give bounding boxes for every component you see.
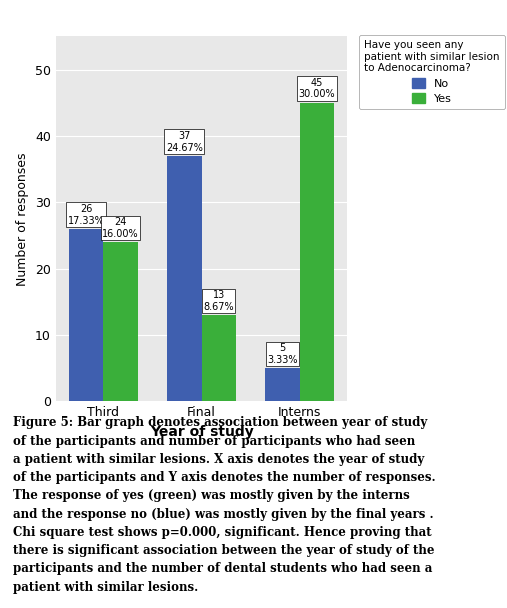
- Text: there is significant association between the year of study of the: there is significant association between…: [13, 544, 434, 557]
- Text: and the response no (blue) was mostly given by the final years .: and the response no (blue) was mostly gi…: [13, 508, 433, 520]
- Text: Figure 5: Bar graph denotes association between year of study: Figure 5: Bar graph denotes association …: [13, 416, 427, 429]
- Y-axis label: Number of responses: Number of responses: [16, 152, 29, 286]
- Text: a patient with similar lesions. X axis denotes the year of study: a patient with similar lesions. X axis d…: [13, 453, 424, 466]
- Text: of the participants and Y axis denotes the number of responses.: of the participants and Y axis denotes t…: [13, 471, 436, 484]
- Bar: [167, 156, 202, 401]
- Text: Chi square test shows p=0.000, significant. Hence proving that: Chi square test shows p=0.000, significa…: [13, 526, 431, 539]
- Text: 37
24.67%: 37 24.67%: [166, 131, 203, 153]
- Legend: No, Yes: No, Yes: [358, 35, 505, 109]
- Bar: [265, 368, 300, 401]
- Text: 13
8.67%: 13 8.67%: [203, 290, 234, 312]
- Text: participants and the number of dental students who had seen a: participants and the number of dental st…: [13, 562, 432, 575]
- Bar: [103, 242, 138, 401]
- Text: of the participants and number of participants who had seen: of the participants and number of partic…: [13, 435, 415, 447]
- Bar: [300, 103, 334, 401]
- Bar: [202, 315, 236, 401]
- Bar: [69, 229, 103, 401]
- Text: 24
16.00%: 24 16.00%: [102, 217, 139, 239]
- X-axis label: Year of study: Year of study: [150, 425, 254, 439]
- Text: 26
17.33%: 26 17.33%: [68, 204, 104, 226]
- Text: 45
30.00%: 45 30.00%: [299, 78, 335, 100]
- Text: The response of yes (green) was mostly given by the interns: The response of yes (green) was mostly g…: [13, 489, 410, 502]
- Text: 5
3.33%: 5 3.33%: [267, 343, 298, 365]
- Text: patient with similar lesions.: patient with similar lesions.: [13, 581, 198, 593]
